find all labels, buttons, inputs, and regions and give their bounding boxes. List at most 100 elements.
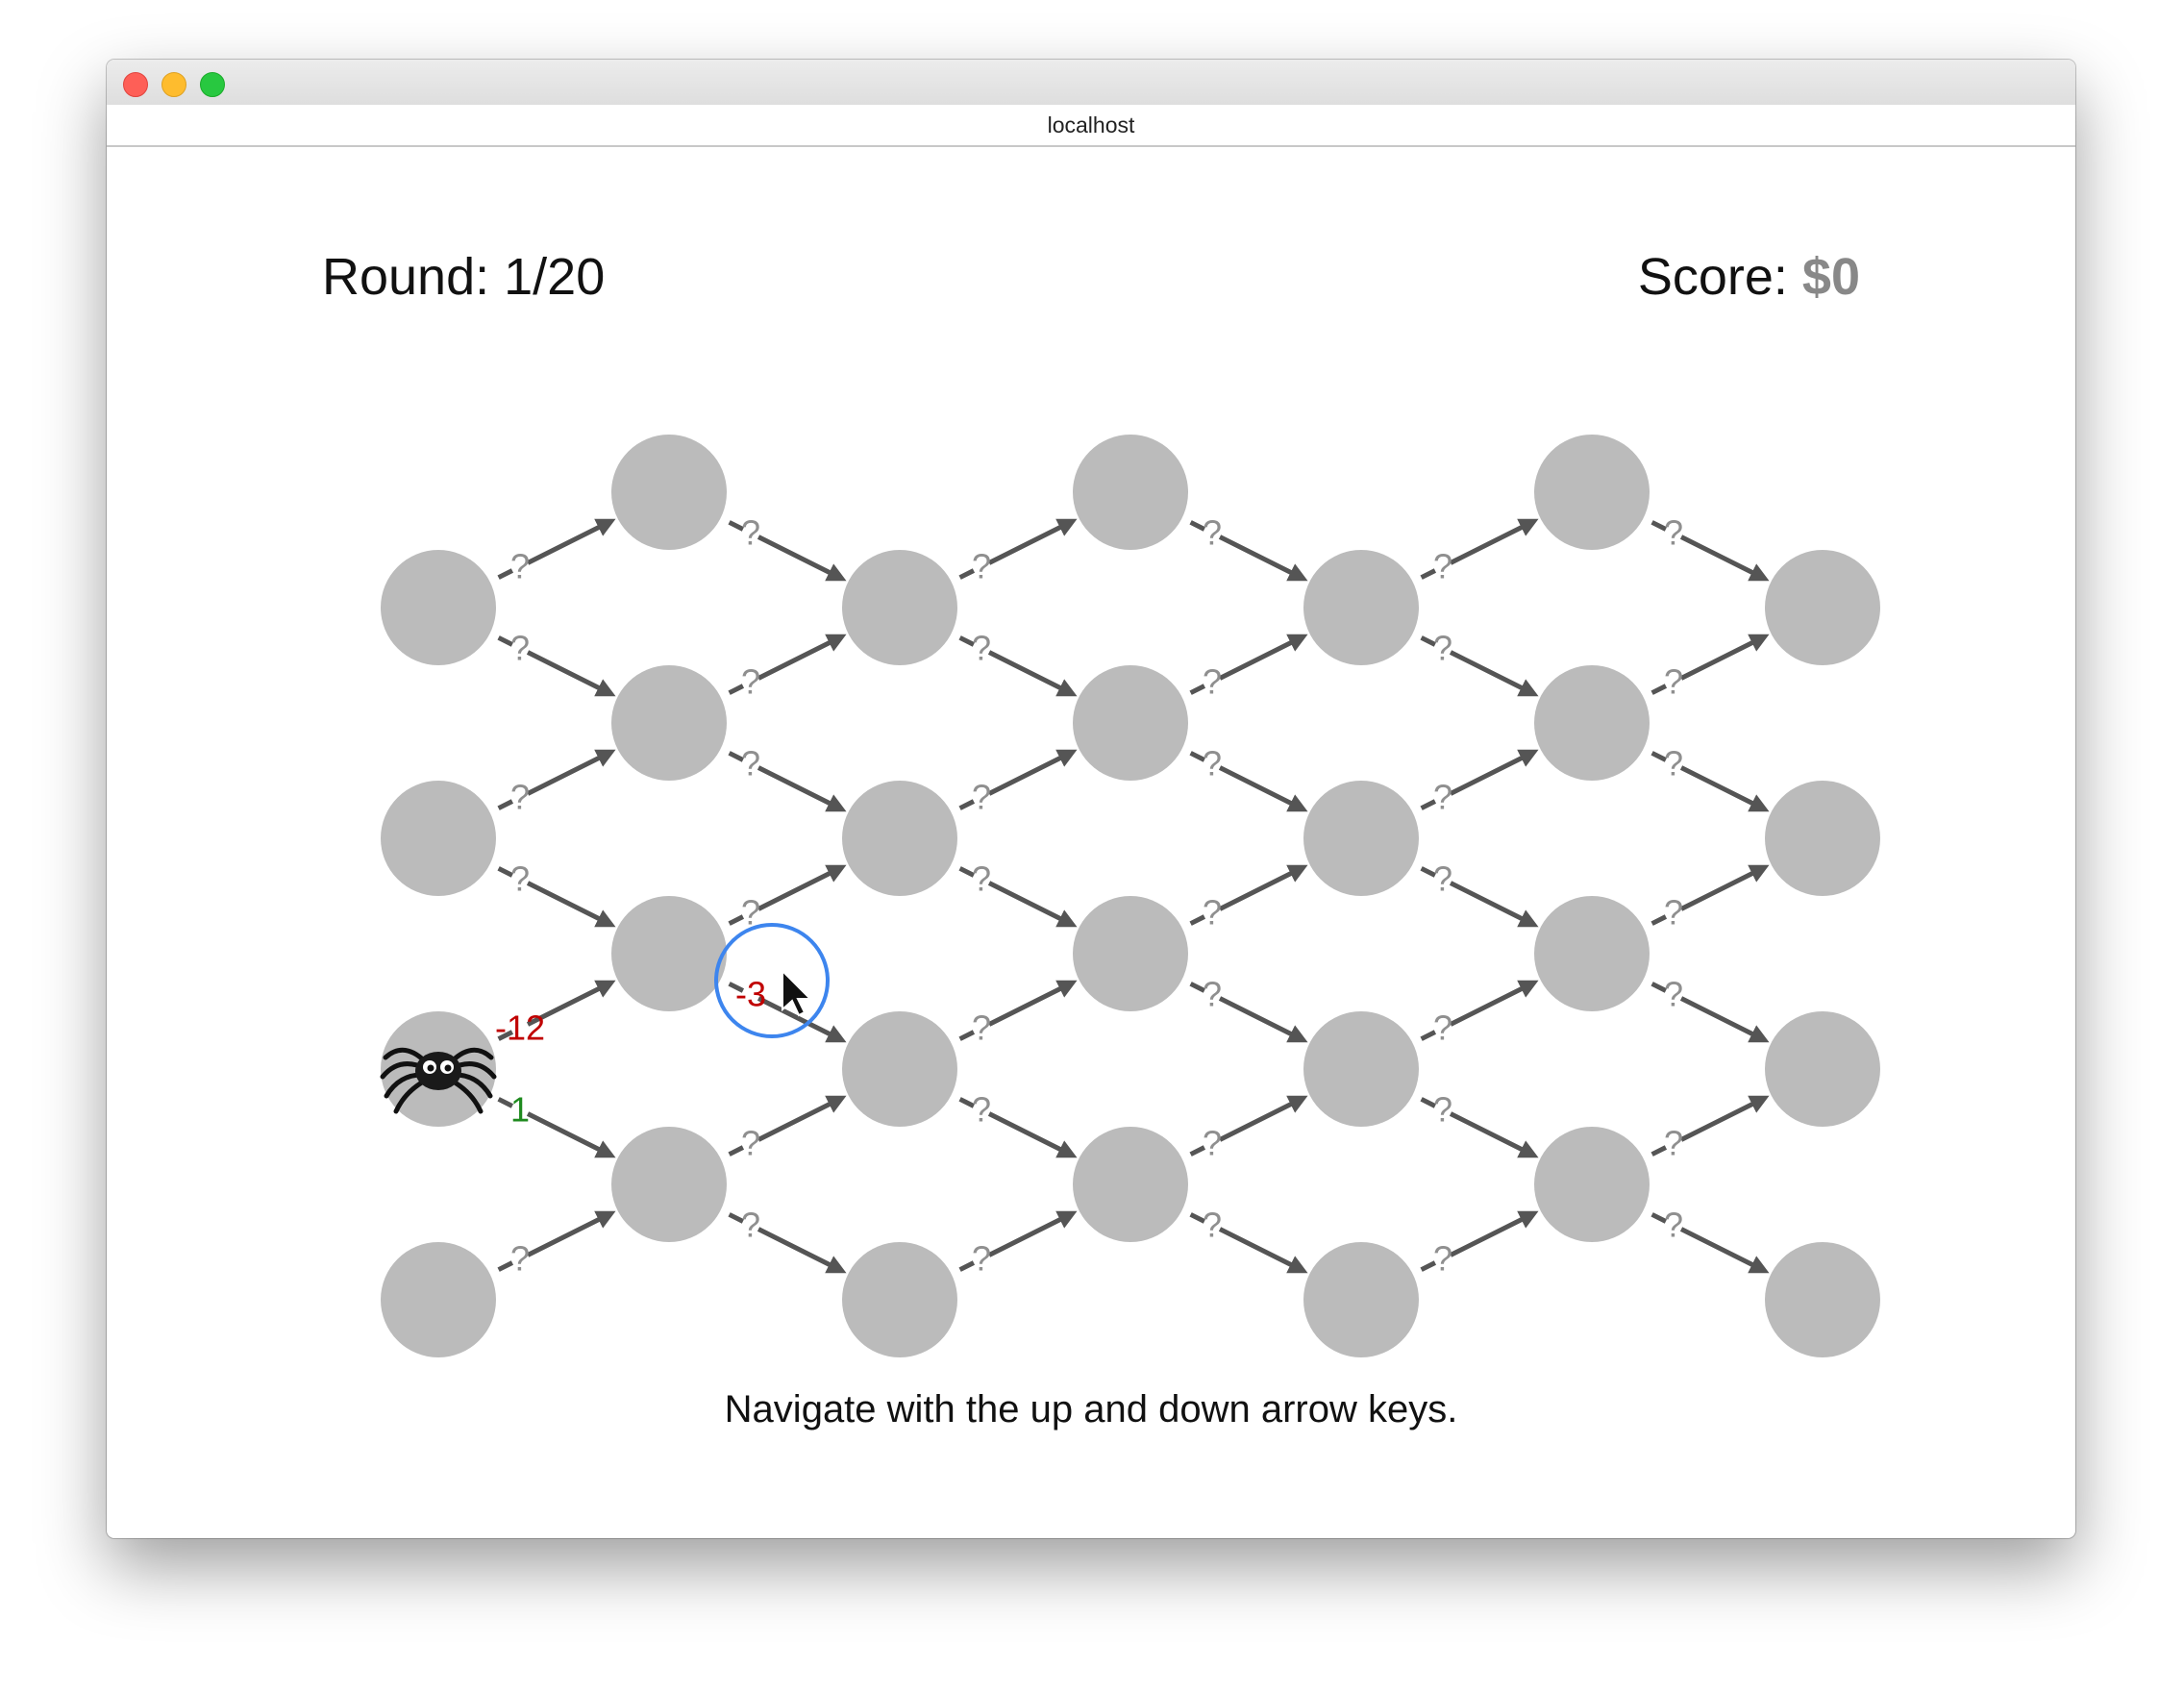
path-arrow xyxy=(728,751,847,812)
path-node[interactable] xyxy=(842,550,957,665)
path-arrow xyxy=(1189,864,1308,926)
game-area: Round: 1/20 Score: $0 Navigate with the … xyxy=(107,147,2075,1538)
path-node[interactable] xyxy=(381,550,496,665)
unknown-reward-label: ? xyxy=(1203,662,1222,702)
path-arrow xyxy=(728,634,847,695)
path-node[interactable] xyxy=(381,781,496,896)
path-arrow xyxy=(1189,634,1308,695)
path-arrow xyxy=(1650,864,1770,926)
unknown-reward-label: ? xyxy=(972,1008,991,1048)
path-node[interactable] xyxy=(1073,665,1188,781)
path-node[interactable] xyxy=(1765,550,1880,665)
path-arrow xyxy=(1650,1095,1770,1157)
path-node[interactable] xyxy=(1073,896,1188,1011)
unknown-reward-label: ? xyxy=(1433,547,1452,586)
unknown-reward-label: ? xyxy=(972,1239,991,1279)
path-node[interactable] xyxy=(1303,781,1419,896)
path-arrow xyxy=(1420,635,1539,697)
score-value: $0 xyxy=(1801,248,1860,306)
path-arrow xyxy=(728,1095,847,1157)
unknown-reward-label: ? xyxy=(1203,743,1222,783)
game-board[interactable]: ???? -12 1????? -3?????????????????????????… xyxy=(107,147,2075,1397)
path-node[interactable] xyxy=(1765,1011,1880,1127)
path-node[interactable] xyxy=(1534,896,1650,1011)
minimize-window-button[interactable] xyxy=(161,72,186,97)
path-node[interactable] xyxy=(1303,1011,1419,1127)
unknown-reward-label: ? xyxy=(972,778,991,817)
unknown-reward-label: ? xyxy=(1664,743,1683,783)
address-bar[interactable]: localhost xyxy=(107,105,2075,147)
path-arrow xyxy=(1420,749,1539,810)
path-node[interactable] xyxy=(611,1127,727,1242)
unknown-reward-label: ? xyxy=(1433,628,1452,667)
path-node[interactable] xyxy=(1303,550,1419,665)
unknown-reward-label: ? xyxy=(510,778,530,817)
instructions-text: Navigate with the up and down arrow keys… xyxy=(724,1388,1458,1431)
path-arrow xyxy=(728,864,847,926)
path-node[interactable] xyxy=(842,781,957,896)
unknown-reward-label: ? xyxy=(1203,1124,1222,1163)
path-node[interactable] xyxy=(842,1242,957,1357)
path-arrow xyxy=(1420,980,1539,1041)
path-arrow xyxy=(958,635,1078,697)
path-arrow xyxy=(1650,634,1770,695)
path-node[interactable] xyxy=(611,435,727,550)
unknown-reward-label: ? xyxy=(1433,858,1452,898)
path-arrow xyxy=(1650,982,1770,1043)
path-arrow xyxy=(1650,751,1770,812)
path-arrow xyxy=(1189,1095,1308,1157)
path-arrow xyxy=(1420,518,1539,580)
revealed-reward-next: -3 xyxy=(735,974,766,1013)
spider-icon xyxy=(380,1047,497,1114)
selection-ring xyxy=(714,923,830,1038)
unknown-reward-label: ? xyxy=(1433,1239,1452,1279)
path-arrow xyxy=(1420,1097,1539,1158)
unknown-reward-label: ? xyxy=(1433,778,1452,817)
score-label: Score: xyxy=(1637,248,1802,306)
unknown-reward-label: ? xyxy=(1664,893,1683,933)
path-node[interactable] xyxy=(842,1011,957,1127)
path-arrow xyxy=(497,866,616,928)
path-arrow xyxy=(497,749,616,810)
revealed-reward-down: 1 xyxy=(510,1089,530,1129)
path-node[interactable] xyxy=(381,1242,496,1357)
maximize-window-button[interactable] xyxy=(200,72,225,97)
unknown-reward-label: ? xyxy=(741,512,760,552)
unknown-reward-label: ? xyxy=(741,1205,760,1244)
unknown-reward-label: ? xyxy=(510,1239,530,1279)
round-counter: Round: 1/20 xyxy=(322,248,606,306)
unknown-reward-label: ? xyxy=(741,743,760,783)
path-node[interactable] xyxy=(1534,665,1650,781)
path-node[interactable] xyxy=(1303,1242,1419,1357)
path-arrow xyxy=(728,1212,847,1274)
path-node[interactable] xyxy=(1765,1242,1880,1357)
score-display: Score: $0 xyxy=(1638,251,1860,303)
path-arrow xyxy=(1420,866,1539,928)
path-node[interactable] xyxy=(1073,1127,1188,1242)
unknown-reward-label: ? xyxy=(741,1124,760,1163)
browser-window: localhost Round: 1/20 Score: $0 Navigate… xyxy=(107,60,2075,1538)
unknown-reward-label: ? xyxy=(1433,1008,1452,1048)
path-node[interactable] xyxy=(611,896,727,1011)
unknown-reward-label: ? xyxy=(972,1089,991,1129)
path-node[interactable] xyxy=(1534,435,1650,550)
path-node[interactable] xyxy=(1534,1127,1650,1242)
mouse-pointer-icon xyxy=(782,968,813,1017)
unknown-reward-label: ? xyxy=(1433,1089,1452,1129)
path-arrow xyxy=(497,1097,616,1158)
path-arrow xyxy=(1189,520,1308,582)
unknown-reward-label: ? xyxy=(1203,1205,1222,1244)
path-node[interactable] xyxy=(611,665,727,781)
path-node[interactable] xyxy=(1765,781,1880,896)
unknown-reward-label: ? xyxy=(510,858,530,898)
path-arrow xyxy=(728,982,847,1043)
path-arrow xyxy=(958,1210,1078,1272)
unknown-reward-label: ? xyxy=(1664,512,1683,552)
path-node[interactable] xyxy=(1073,435,1188,550)
path-arrow xyxy=(958,1097,1078,1158)
path-arrow xyxy=(1189,982,1308,1043)
close-window-button[interactable] xyxy=(123,72,148,97)
unknown-reward-label: ? xyxy=(741,662,760,702)
path-arrow xyxy=(1420,1210,1539,1272)
path-arrow xyxy=(1650,520,1770,582)
